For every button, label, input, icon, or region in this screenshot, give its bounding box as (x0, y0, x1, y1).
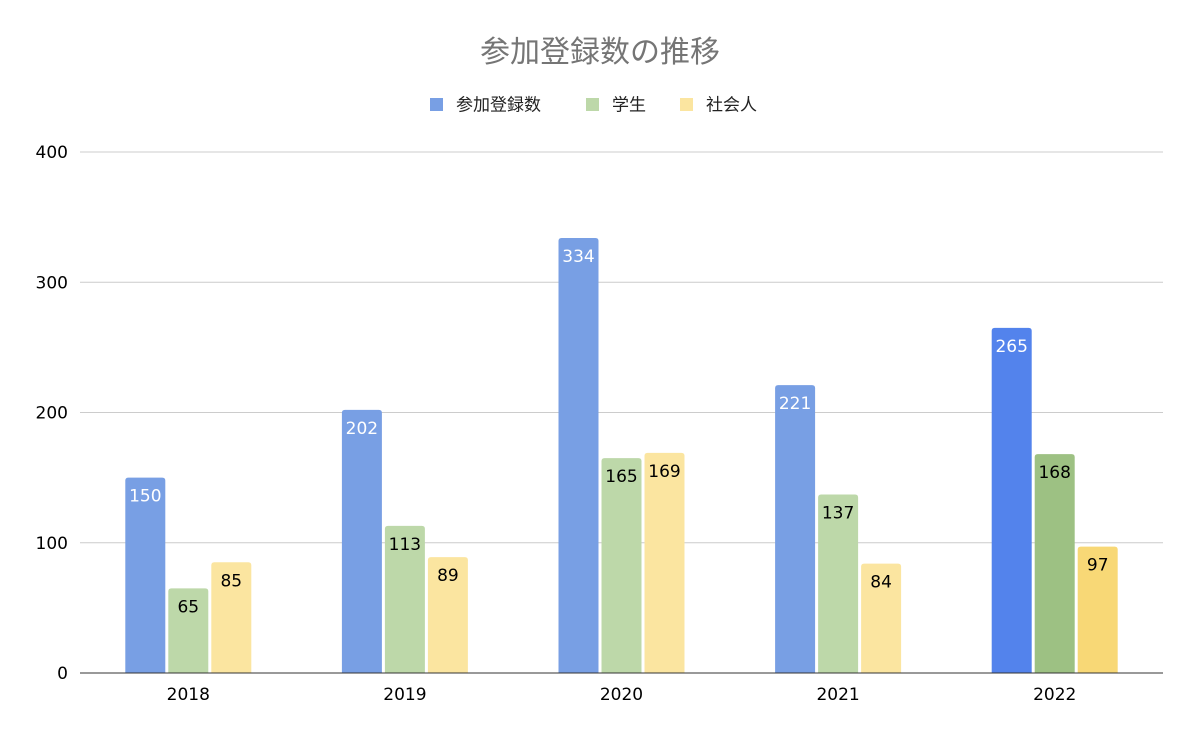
bar (384, 525, 425, 673)
legend-swatch (586, 98, 599, 111)
data-label: 65 (177, 597, 199, 617)
bar (991, 327, 1032, 673)
data-label: 150 (129, 487, 161, 507)
data-label: 168 (1038, 463, 1070, 483)
y-tick-label: 200 (36, 404, 68, 424)
data-label: 113 (389, 535, 421, 555)
data-label: 97 (1087, 556, 1109, 576)
legend-label: 学生 (612, 96, 646, 116)
bar (1034, 454, 1075, 673)
data-label: 169 (648, 462, 680, 482)
data-label: 221 (779, 394, 811, 414)
x-tick-label: 2018 (167, 685, 210, 705)
legend-swatch (430, 98, 443, 111)
data-label: 137 (822, 504, 854, 524)
legend-label: 参加登録数 (456, 96, 541, 116)
bar (558, 237, 599, 673)
data-label: 84 (870, 573, 892, 593)
x-axis-ticks: 2018 2019 2020 2021 2022 (167, 685, 1077, 705)
y-tick-label: 400 (36, 143, 68, 163)
bar (341, 409, 382, 673)
x-tick-label: 2021 (816, 685, 859, 705)
data-label: 89 (437, 566, 459, 586)
bar (861, 563, 902, 673)
y-tick-label: 0 (57, 664, 68, 684)
x-tick-label: 2019 (383, 685, 426, 705)
data-label: 165 (605, 467, 637, 487)
bar (775, 385, 816, 673)
bar (818, 494, 859, 673)
chart-title: 参加登録数の推移 (480, 35, 720, 70)
bar (601, 458, 642, 673)
data-label: 202 (346, 419, 378, 439)
y-tick-label: 300 (36, 273, 68, 293)
bar (1077, 546, 1118, 673)
bar (211, 562, 252, 673)
bar (168, 588, 209, 673)
bar (644, 452, 685, 673)
data-label: 265 (995, 337, 1027, 357)
y-axis-ticks: 0 100 200 300 400 (36, 143, 68, 684)
legend-swatch (680, 98, 693, 111)
bar (427, 557, 468, 673)
data-label: 85 (220, 571, 242, 591)
legend: 参加登録数 学生 社会人 (430, 96, 757, 116)
legend-label: 社会人 (706, 96, 757, 116)
data-label: 334 (562, 247, 594, 267)
bars: 150 65 85 202 113 89 334 165 169 221 137 84 265 168 97 (125, 237, 1118, 673)
y-tick-label: 100 (36, 534, 68, 554)
bar (125, 477, 166, 673)
x-tick-label: 2022 (1033, 685, 1076, 705)
x-tick-label: 2020 (600, 685, 643, 705)
